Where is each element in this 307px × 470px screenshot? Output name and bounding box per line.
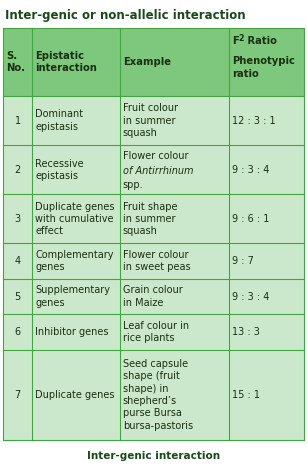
Text: 9 : 7: 9 : 7 (232, 256, 254, 266)
Bar (3, 314, 32, 350)
Text: 13 : 3: 13 : 3 (232, 327, 259, 337)
Bar (229, 28, 304, 96)
Text: Leaf colour in
rice plants: Leaf colour in rice plants (123, 321, 189, 343)
Bar (32, 96, 120, 145)
Bar (120, 243, 229, 279)
Bar (3, 243, 32, 279)
Text: Duplicate genes: Duplicate genes (35, 390, 115, 400)
Bar (120, 145, 229, 195)
Bar (32, 279, 120, 314)
Text: 7: 7 (14, 390, 21, 400)
Text: Grain colour
in Maize: Grain colour in Maize (123, 285, 182, 308)
Bar (120, 28, 229, 96)
Bar (32, 314, 120, 350)
Text: Complementary
genes: Complementary genes (35, 250, 114, 273)
Bar (120, 314, 229, 350)
Text: 1: 1 (14, 116, 21, 125)
Bar (229, 243, 304, 279)
Text: Flower colour: Flower colour (123, 151, 188, 161)
Bar (120, 350, 229, 440)
Bar (3, 350, 32, 440)
Text: 5: 5 (14, 291, 21, 302)
Bar (3, 145, 32, 195)
Bar (229, 350, 304, 440)
Bar (3, 279, 32, 314)
Text: Fruit shape
in summer
squash: Fruit shape in summer squash (123, 202, 177, 236)
Bar (229, 314, 304, 350)
Text: Ratio: Ratio (244, 36, 277, 46)
Bar (229, 96, 304, 145)
Text: S.
No.: S. No. (6, 51, 25, 73)
Text: 15 : 1: 15 : 1 (232, 390, 260, 400)
Text: Example: Example (123, 57, 171, 67)
Bar (32, 195, 120, 243)
Bar (3, 28, 32, 96)
Bar (120, 96, 229, 145)
Bar (120, 279, 229, 314)
Text: Epistatic
interaction: Epistatic interaction (35, 51, 97, 73)
Bar (229, 195, 304, 243)
Text: 9 : 6 : 1: 9 : 6 : 1 (232, 214, 269, 224)
Bar (32, 243, 120, 279)
Text: 2: 2 (239, 34, 244, 43)
Text: F: F (232, 36, 239, 46)
Bar (229, 279, 304, 314)
Text: Flower colour
in sweet peas: Flower colour in sweet peas (123, 250, 190, 273)
Text: 12 : 3 : 1: 12 : 3 : 1 (232, 116, 275, 125)
Text: spp.: spp. (123, 180, 143, 190)
Text: 9 : 3 : 4: 9 : 3 : 4 (232, 165, 269, 175)
Text: 4: 4 (14, 256, 21, 266)
Text: Seed capsule
shape (fruit
shape) in
shepherd’s
purse Bursa
bursa-pastoris: Seed capsule shape (fruit shape) in shep… (123, 359, 193, 431)
Bar (32, 145, 120, 195)
Bar (120, 195, 229, 243)
Text: Supplementary
genes: Supplementary genes (35, 285, 110, 308)
Bar (32, 350, 120, 440)
Text: Recessive
epistasis: Recessive epistasis (35, 158, 84, 181)
Text: Dominant
epistasis: Dominant epistasis (35, 110, 83, 132)
Bar (32, 28, 120, 96)
Text: Inhibitor genes: Inhibitor genes (35, 327, 109, 337)
Bar (229, 145, 304, 195)
Bar (3, 195, 32, 243)
Text: Inter-genic or non-allelic interaction: Inter-genic or non-allelic interaction (5, 8, 246, 22)
Text: 3: 3 (14, 214, 21, 224)
Text: 2: 2 (14, 165, 21, 175)
Text: 9 : 3 : 4: 9 : 3 : 4 (232, 291, 269, 302)
Text: 6: 6 (14, 327, 21, 337)
Text: Duplicate genes
with cumulative
effect: Duplicate genes with cumulative effect (35, 202, 115, 236)
Text: Fruit colour
in summer
squash: Fruit colour in summer squash (123, 103, 178, 138)
Bar (3, 96, 32, 145)
Text: Phenotypic
ratio: Phenotypic ratio (232, 56, 294, 78)
Text: Inter-genic interaction: Inter-genic interaction (87, 451, 220, 461)
Text: of Antirrhinum: of Antirrhinum (123, 165, 193, 176)
